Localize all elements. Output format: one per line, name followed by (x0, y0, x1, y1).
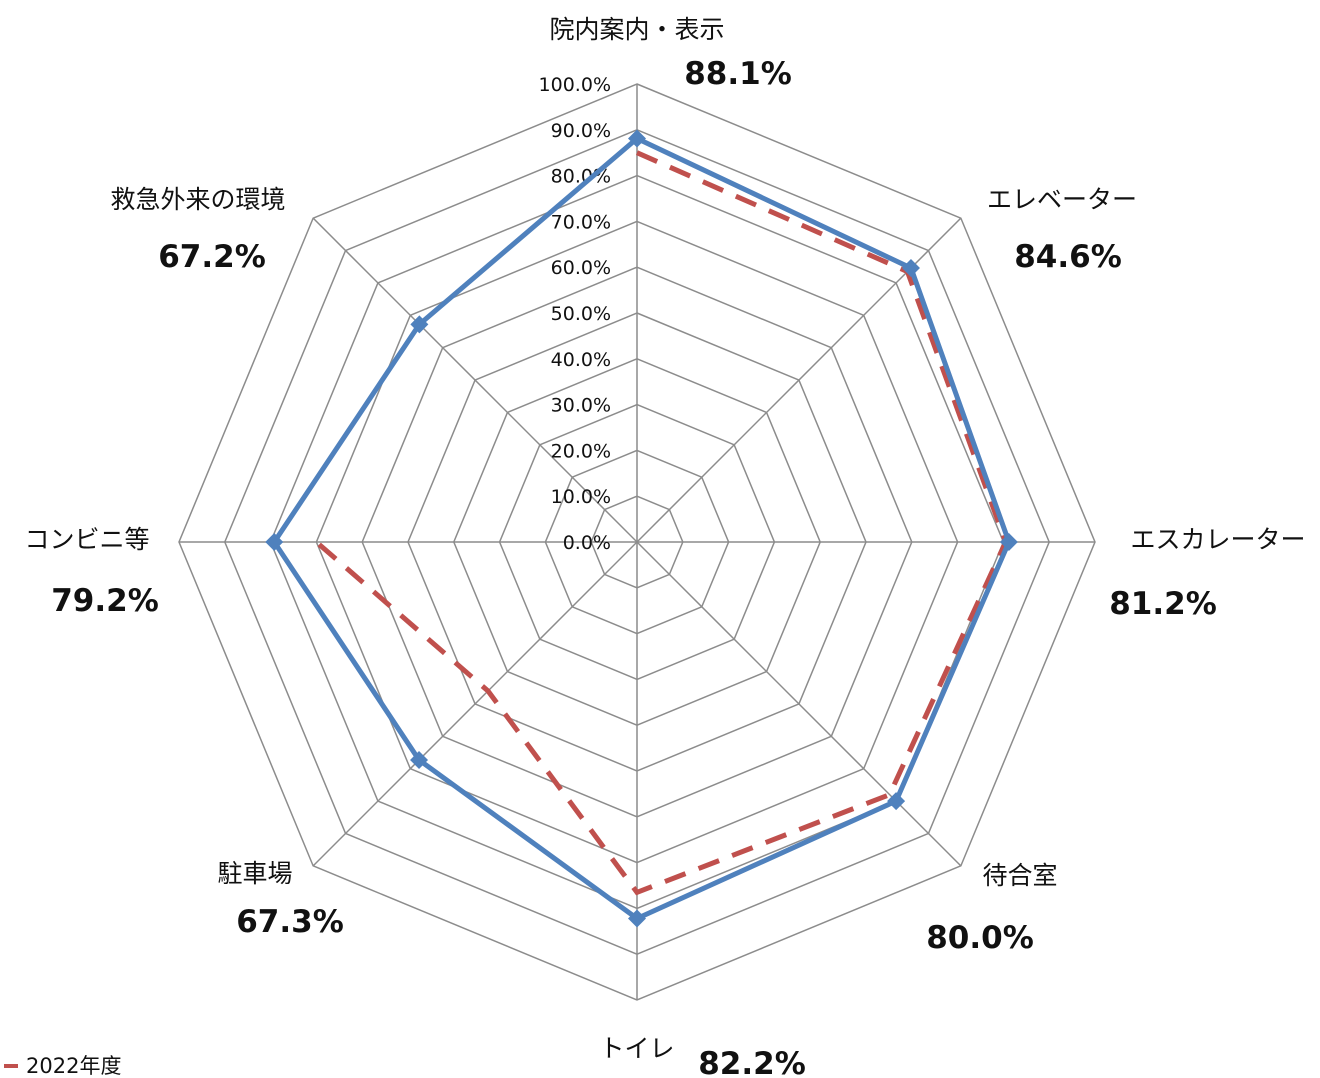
value-label: 80.0% (926, 920, 1034, 956)
legend-label-2022: 2022年度 (26, 1054, 121, 1078)
category-label: トイレ (599, 1034, 674, 1063)
value-label: 82.2% (698, 1046, 806, 1078)
grid-spoke (637, 542, 961, 866)
radial-tick-label: 0.0% (563, 532, 611, 554)
radial-tick-label: 30.0% (551, 395, 611, 417)
radial-tick-labels: 0.0%10.0%20.0%30.0%40.0%50.0%60.0%70.0%8… (539, 74, 611, 554)
value-label: 84.6% (1014, 239, 1122, 275)
radial-tick-label: 40.0% (551, 349, 611, 371)
value-label: 79.2% (51, 583, 159, 619)
category-label: エスカレーター (1130, 525, 1305, 554)
category-label: 待合室 (982, 861, 1057, 890)
category-label: コンビニ等 (24, 525, 149, 554)
value-label: 67.3% (236, 904, 344, 940)
radar-grid (179, 84, 1095, 1000)
category-labels: 院内案内・表示 88.1% エレベーター 84.6% エスカレーター 81.2% 待合室 80… (24, 15, 1305, 1078)
value-label: 67.2% (158, 239, 266, 275)
value-label: 88.1% (684, 56, 792, 92)
radial-tick-label: 70.0% (551, 211, 611, 233)
radial-tick-label: 50.0% (551, 303, 611, 325)
category-label: エレベーター (987, 185, 1137, 214)
series-layer (265, 130, 1018, 928)
grid-spoke (313, 542, 637, 866)
category-label: 駐車場 (217, 859, 292, 888)
legend: 2022年度 (4, 1054, 121, 1078)
radial-tick-label: 20.0% (551, 440, 611, 462)
radial-tick-label: 10.0% (551, 486, 611, 508)
category-label: 救急外来の環境 (110, 185, 285, 214)
radial-tick-label: 60.0% (551, 257, 611, 279)
category-label: 院内案内・表示 (549, 15, 724, 44)
value-label: 81.2% (1109, 586, 1217, 622)
radial-tick-label: 100.0% (539, 74, 611, 96)
radial-tick-label: 90.0% (551, 120, 611, 142)
